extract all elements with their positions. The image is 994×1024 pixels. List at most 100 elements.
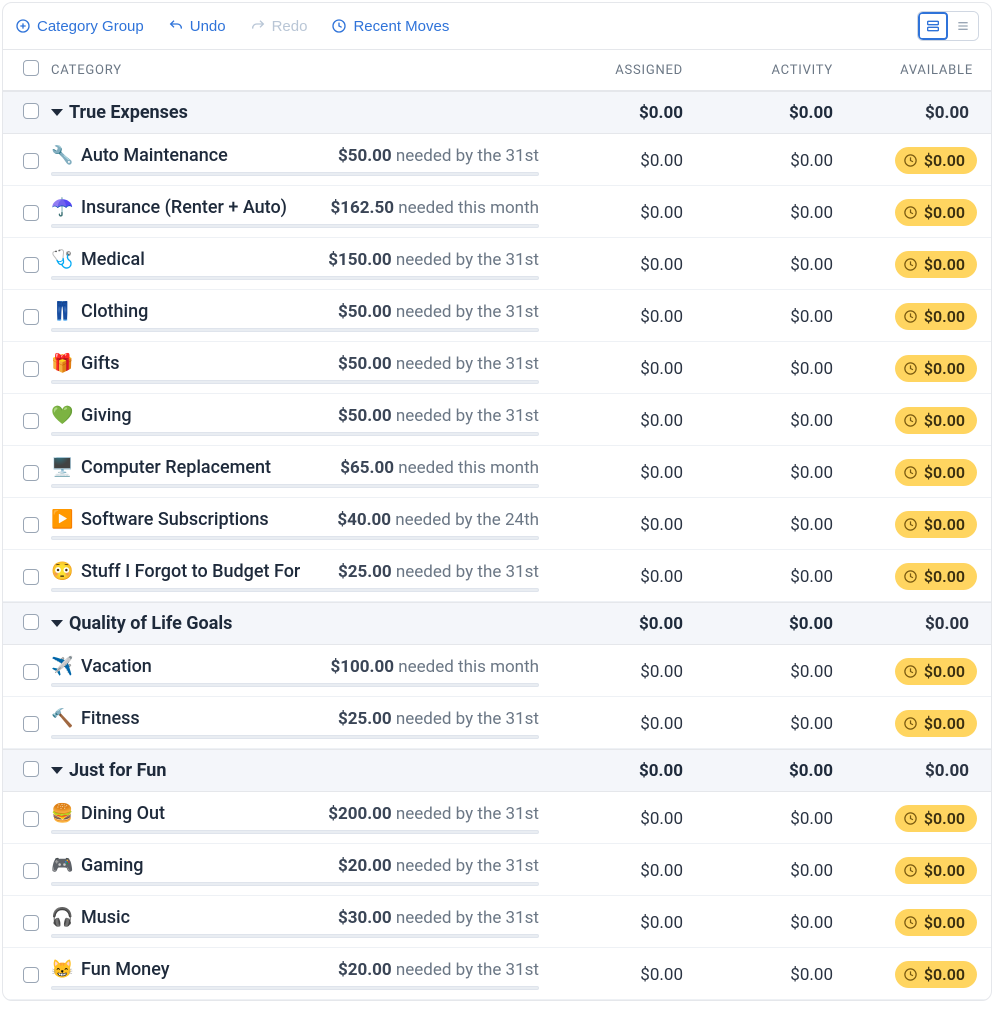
group-checkbox[interactable] — [23, 103, 39, 119]
category-checkbox[interactable] — [23, 205, 39, 221]
category-checkbox[interactable] — [23, 517, 39, 533]
col-category[interactable]: CATEGORY — [51, 63, 551, 78]
assigned-value[interactable]: $0.00 — [551, 913, 701, 933]
col-activity[interactable]: ACTIVITY — [701, 63, 851, 78]
assigned-value[interactable]: $0.00 — [551, 714, 701, 734]
add-category-group-button[interactable]: Category Group — [15, 18, 144, 35]
available-pill[interactable]: $0.00 — [895, 251, 977, 278]
group-checkbox[interactable] — [23, 614, 39, 630]
assigned-value[interactable]: $0.00 — [551, 307, 701, 327]
category-row[interactable]: 🩺Medical$150.00 needed by the 31st$0.00$… — [3, 238, 991, 290]
assigned-value[interactable]: $0.00 — [551, 567, 701, 587]
group-row[interactable]: Just for Fun$0.00$0.00$0.00 — [3, 749, 991, 792]
view-list-button[interactable] — [948, 12, 978, 40]
category-checkbox[interactable] — [23, 257, 39, 273]
group-checkbox[interactable] — [23, 761, 39, 777]
category-name[interactable]: 🎮Gaming — [51, 855, 328, 876]
available-pill[interactable]: $0.00 — [895, 199, 977, 226]
category-row[interactable]: 🔨Fitness$25.00 needed by the 31st$0.00$0… — [3, 697, 991, 749]
available-pill[interactable]: $0.00 — [895, 511, 977, 538]
category-checkbox[interactable] — [23, 465, 39, 481]
category-row[interactable]: 👖Clothing$50.00 needed by the 31st$0.00$… — [3, 290, 991, 342]
available-cell: $0.00 — [851, 710, 991, 737]
category-row[interactable]: 🎁Gifts$50.00 needed by the 31st$0.00$0.0… — [3, 342, 991, 394]
need-amount: $20.00 — [338, 960, 392, 980]
group-title[interactable]: True Expenses — [51, 102, 551, 123]
assigned-value[interactable]: $0.00 — [551, 359, 701, 379]
category-name[interactable]: 😳Stuff I Forgot to Budget For — [51, 561, 328, 582]
category-name[interactable]: 🎧Music — [51, 907, 328, 928]
category-checkbox[interactable] — [23, 413, 39, 429]
category-checkbox[interactable] — [23, 967, 39, 983]
undo-button[interactable]: Undo — [168, 18, 226, 35]
progress-bar — [51, 328, 539, 332]
group-title[interactable]: Just for Fun — [51, 760, 551, 781]
available-pill[interactable]: $0.00 — [895, 805, 977, 832]
category-name[interactable]: 🎁Gifts — [51, 353, 328, 374]
assigned-value[interactable]: $0.00 — [551, 463, 701, 483]
recent-moves-button[interactable]: Recent Moves — [331, 18, 449, 35]
category-row[interactable]: ▶️Software Subscriptions$40.00 needed by… — [3, 498, 991, 550]
available-pill[interactable]: $0.00 — [895, 857, 977, 884]
category-checkbox[interactable] — [23, 716, 39, 732]
category-row[interactable]: 🎧Music$30.00 needed by the 31st$0.00$0.0… — [3, 896, 991, 948]
available-pill[interactable]: $0.00 — [895, 961, 977, 988]
assigned-value[interactable]: $0.00 — [551, 255, 701, 275]
category-name[interactable]: 🍔Dining Out — [51, 803, 318, 824]
category-row[interactable]: 🖥️Computer Replacement$65.00 needed this… — [3, 446, 991, 498]
category-row[interactable]: 🍔Dining Out$200.00 needed by the 31st$0.… — [3, 792, 991, 844]
group-row[interactable]: True Expenses$0.00$0.00$0.00 — [3, 91, 991, 134]
available-pill[interactable]: $0.00 — [895, 147, 977, 174]
category-row[interactable]: 😸Fun Money$20.00 needed by the 31st$0.00… — [3, 948, 991, 1000]
select-all-checkbox[interactable] — [23, 60, 39, 76]
category-checkbox[interactable] — [23, 309, 39, 325]
assigned-value[interactable]: $0.00 — [551, 662, 701, 682]
category-row[interactable]: ✈️Vacation$100.00 needed this month$0.00… — [3, 645, 991, 697]
category-row[interactable]: ☂️Insurance (Renter + Auto)$162.50 neede… — [3, 186, 991, 238]
category-name[interactable]: 🩺Medical — [51, 249, 318, 270]
category-name[interactable]: 🖥️Computer Replacement — [51, 457, 330, 478]
available-pill[interactable]: $0.00 — [895, 563, 977, 590]
category-checkbox[interactable] — [23, 811, 39, 827]
category-row[interactable]: 🔧Auto Maintenance$50.00 needed by the 31… — [3, 134, 991, 186]
col-available[interactable]: AVAILABLE — [851, 63, 991, 78]
group-row[interactable]: Quality of Life Goals$0.00$0.00$0.00 — [3, 602, 991, 645]
group-title[interactable]: Quality of Life Goals — [51, 613, 551, 634]
available-pill[interactable]: $0.00 — [895, 303, 977, 330]
category-checkbox[interactable] — [23, 153, 39, 169]
available-pill[interactable]: $0.00 — [895, 909, 977, 936]
category-name[interactable]: 😸Fun Money — [51, 959, 328, 980]
available-pill[interactable]: $0.00 — [895, 658, 977, 685]
category-checkbox[interactable] — [23, 569, 39, 585]
assigned-value[interactable]: $0.00 — [551, 809, 701, 829]
category-checkbox[interactable] — [23, 863, 39, 879]
need-amount: $50.00 — [338, 146, 392, 166]
available-pill[interactable]: $0.00 — [895, 355, 977, 382]
assigned-value[interactable]: $0.00 — [551, 203, 701, 223]
category-name[interactable]: 💚Giving — [51, 405, 328, 426]
category-name[interactable]: 🔧Auto Maintenance — [51, 145, 328, 166]
category-row[interactable]: 💚Giving$50.00 needed by the 31st$0.00$0.… — [3, 394, 991, 446]
category-name[interactable]: 👖Clothing — [51, 301, 328, 322]
category-checkbox[interactable] — [23, 664, 39, 680]
assigned-value[interactable]: $0.00 — [551, 515, 701, 535]
available-pill[interactable]: $0.00 — [895, 710, 977, 737]
category-checkbox[interactable] — [23, 361, 39, 377]
assigned-value[interactable]: $0.00 — [551, 411, 701, 431]
category-checkbox[interactable] — [23, 915, 39, 931]
col-assigned[interactable]: ASSIGNED — [551, 63, 701, 78]
view-cards-button[interactable] — [918, 12, 948, 40]
assigned-value[interactable]: $0.00 — [551, 965, 701, 985]
category-name[interactable]: ✈️Vacation — [51, 656, 321, 677]
need-text: needed by the 31st — [396, 856, 539, 876]
category-row[interactable]: 🎮Gaming$20.00 needed by the 31st$0.00$0.… — [3, 844, 991, 896]
category-row[interactable]: 😳Stuff I Forgot to Budget For$25.00 need… — [3, 550, 991, 602]
assigned-value[interactable]: $0.00 — [551, 151, 701, 171]
available-pill[interactable]: $0.00 — [895, 459, 977, 486]
category-name[interactable]: 🔨Fitness — [51, 708, 328, 729]
clock-icon — [903, 205, 918, 220]
category-name[interactable]: ▶️Software Subscriptions — [51, 509, 327, 530]
available-pill[interactable]: $0.00 — [895, 407, 977, 434]
category-name[interactable]: ☂️Insurance (Renter + Auto) — [51, 197, 321, 218]
assigned-value[interactable]: $0.00 — [551, 861, 701, 881]
